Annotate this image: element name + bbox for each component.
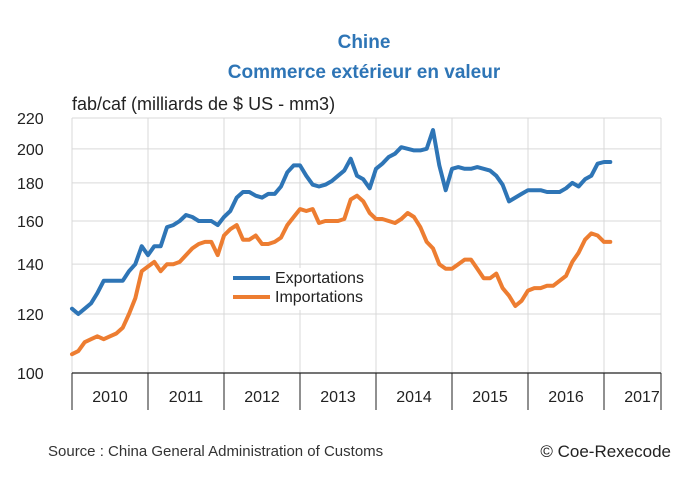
x-tick-label: 2017 [624, 389, 660, 406]
series-lines [70, 128, 613, 357]
y-tick-label: 140 [17, 257, 44, 274]
copyright-note: © Coe-Rexecode [540, 442, 671, 461]
y-tick-label: 180 [17, 176, 44, 193]
x-tick-label: 2011 [169, 389, 204, 406]
legend-label-imports: Importations [275, 289, 363, 306]
x-tick-label: 2012 [244, 389, 280, 406]
legend: Exportations Importations [230, 268, 364, 310]
y-tick-label: 120 [17, 307, 44, 324]
y-tick-label: 160 [17, 214, 44, 231]
chart-title: Commerce extérieur en valeur [227, 62, 501, 83]
x-tick-label: 2014 [396, 389, 432, 406]
chart-title-country: Chine [337, 32, 391, 53]
x-tick-label: 2015 [472, 389, 508, 406]
y-axis: 100 120 140 160 180 200 220 [17, 111, 44, 383]
x-axis: 2010 2011 2012 2013 2014 2015 2016 2017 [71, 372, 662, 410]
x-tick-label: 2013 [320, 389, 356, 406]
x-tick-label: 2010 [92, 389, 128, 406]
source-note: Source : China General Administration of… [48, 443, 384, 460]
series-line-exportations [70, 128, 613, 316]
legend-background [230, 268, 360, 310]
legend-label-exports: Exportations [275, 270, 364, 287]
y-tick-label: 200 [17, 142, 44, 159]
x-tick-label: 2016 [548, 389, 584, 406]
y-tick-label: 100 [17, 366, 44, 383]
y-axis-unit-label: fab/caf (milliards de $ US - mm3) [72, 94, 336, 114]
y-tick-label: 220 [17, 111, 44, 128]
series-line-importations [70, 193, 613, 357]
